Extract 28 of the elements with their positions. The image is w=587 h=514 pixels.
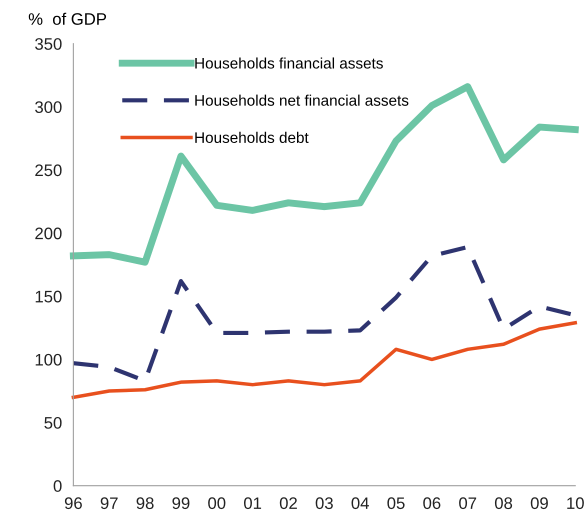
y-tick-label: 0 — [54, 480, 62, 492]
x-tick-label: 08 — [494, 497, 512, 510]
x-tick-label: 06 — [423, 497, 440, 510]
y-tick-label: 150 — [36, 290, 62, 302]
x-tick-label: 04 — [352, 497, 369, 510]
x-tick-label: 02 — [280, 497, 297, 510]
y-axis-title: % of GDP — [28, 12, 106, 25]
legend-label: Households financial assets — [195, 57, 383, 69]
x-tick-label: 07 — [459, 497, 476, 510]
legend-label: Households net financial assets — [195, 94, 408, 106]
y-tick-label: 100 — [36, 354, 62, 366]
x-tick-label: 99 — [172, 497, 190, 510]
y-tick-label: 250 — [35, 164, 62, 176]
x-tick-label: 09 — [530, 497, 548, 510]
x-tick-label: 10 — [567, 497, 584, 510]
x-tick-label: 96 — [64, 497, 82, 510]
legend-label: Households debt — [195, 132, 309, 143]
x-tick-label: 97 — [100, 497, 118, 510]
x-tick-label: 03 — [316, 497, 333, 510]
y-tick-label: 50 — [44, 416, 62, 429]
x-tick-label: 98 — [136, 497, 154, 510]
x-tick-label: 05 — [387, 497, 405, 510]
x-tick-label: 00 — [208, 497, 226, 510]
y-tick-label: 350 — [35, 38, 62, 50]
x-tick-label: 01 — [244, 497, 262, 510]
y-tick-label: 300 — [35, 101, 62, 114]
y-tick-label: 200 — [35, 228, 62, 240]
line-series — [72, 321, 577, 400]
